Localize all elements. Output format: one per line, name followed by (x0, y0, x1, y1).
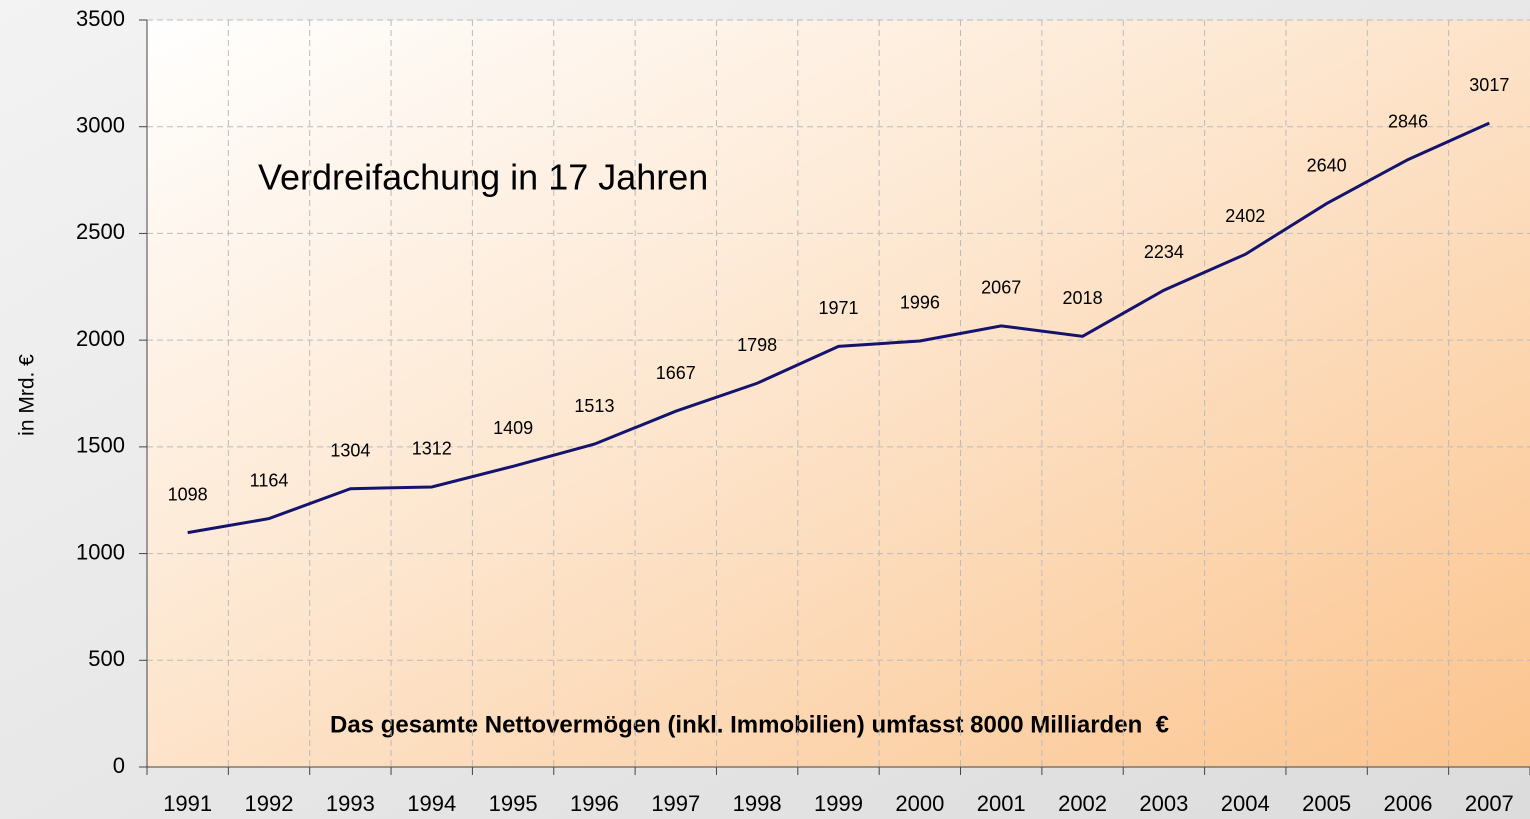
x-tick-label: 2001 (977, 791, 1026, 816)
y-tick-label: 2500 (76, 219, 125, 244)
y-tick-label: 0 (113, 753, 125, 778)
x-tick-label: 2005 (1302, 791, 1351, 816)
data-label: 2067 (981, 278, 1021, 298)
x-tick-label: 1995 (489, 791, 538, 816)
data-label: 1098 (168, 484, 208, 504)
x-tick-label: 1994 (407, 791, 456, 816)
data-label: 1164 (250, 470, 289, 490)
x-tick-label: 2002 (1058, 791, 1107, 816)
x-tick-label: 1996 (570, 791, 619, 816)
data-label: 1667 (656, 363, 696, 383)
x-tick-label: 2003 (1139, 791, 1188, 816)
data-label: 2640 (1307, 155, 1347, 175)
y-tick-label: 1000 (76, 539, 125, 564)
x-tick-label: 1997 (651, 791, 700, 816)
data-label: 2018 (1063, 288, 1103, 308)
line (187, 121, 1490, 535)
y-axis-label: in Mrd. € (16, 354, 39, 436)
x-tick-label: 1999 (814, 791, 863, 816)
data-label: 2402 (1225, 206, 1265, 226)
x-tick-label: 2007 (1465, 791, 1514, 816)
x-tick-label: 1998 (733, 791, 782, 816)
data-label: 1409 (493, 418, 533, 438)
x-tick-label: 2004 (1221, 791, 1270, 816)
data-label: 1312 (412, 439, 452, 459)
data-label: 1304 (330, 440, 370, 460)
data-label: 2846 (1388, 111, 1428, 131)
data-label: 1798 (737, 335, 777, 355)
x-tick-label: 1991 (163, 791, 212, 816)
data-label: 1971 (818, 298, 858, 318)
plot-area (147, 20, 1530, 767)
y-tick-label: 3000 (76, 113, 125, 138)
data-label: 1513 (574, 396, 614, 416)
x-tick-label: 2000 (895, 791, 944, 816)
data-label: 1996 (900, 293, 940, 313)
x-tick-label: 1992 (245, 791, 294, 816)
y-tick-label: 500 (88, 646, 125, 671)
annotation: Das gesamte Nettovermögen (inkl. Immobil… (330, 711, 1169, 738)
y-tick-label: 1500 (76, 433, 125, 458)
y-tick-label: 2000 (76, 326, 125, 351)
data-label: 3017 (1469, 75, 1509, 95)
x-tick-label: 2006 (1383, 791, 1432, 816)
y-tick-label: 3500 (76, 6, 125, 31)
data-label: 2234 (1144, 242, 1184, 262)
annotation: Verdreifachung in 17 Jahren (258, 157, 708, 198)
x-tick-label: 1993 (326, 791, 375, 816)
